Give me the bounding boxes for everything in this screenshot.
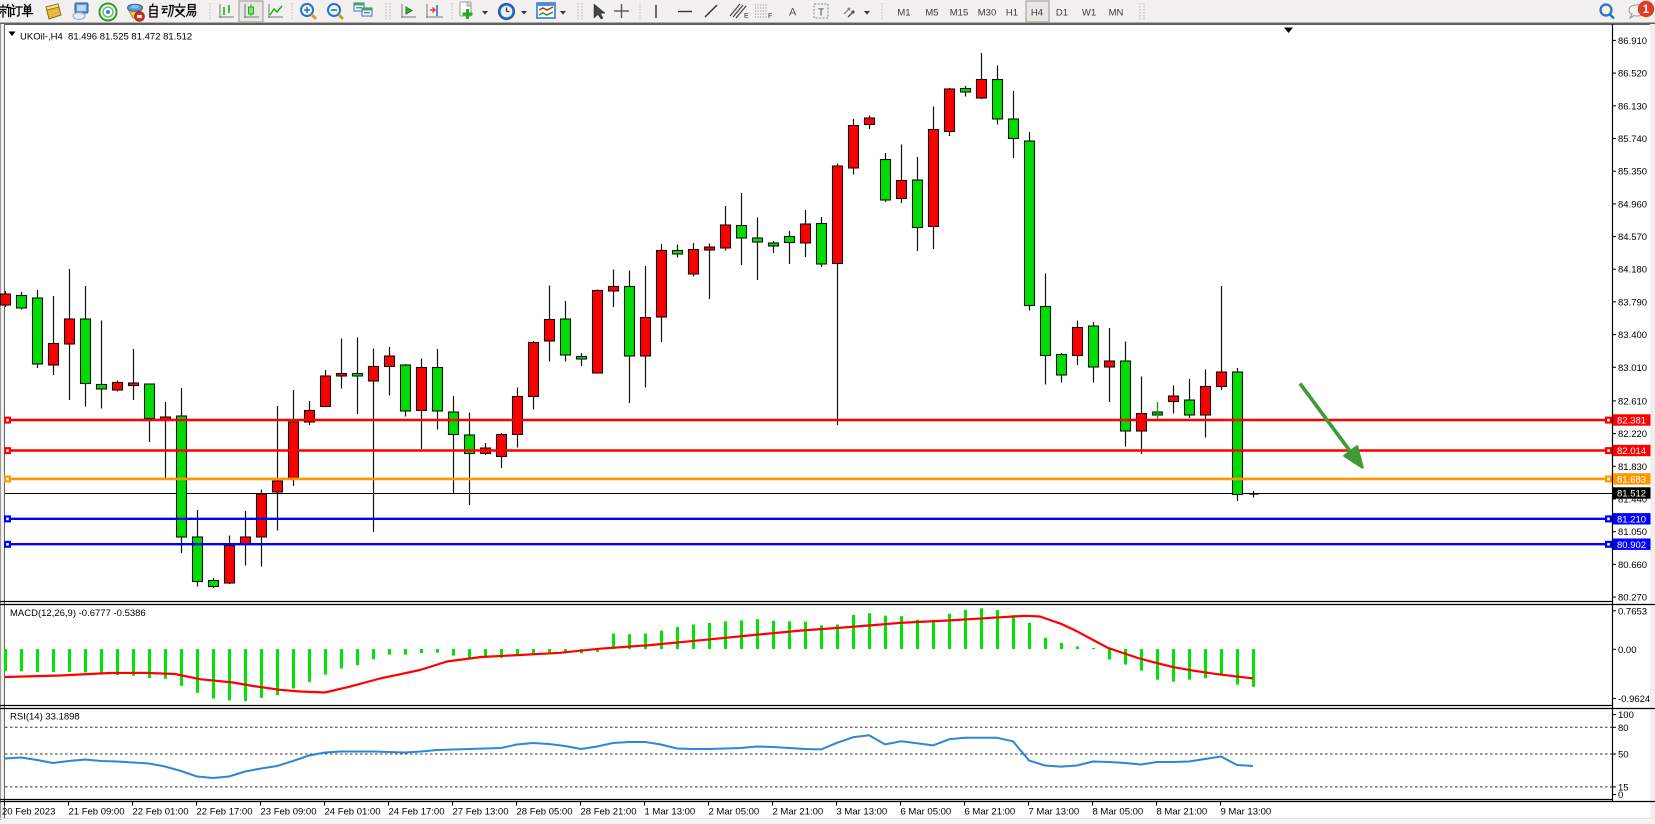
svg-text:83.400: 83.400 [1618, 330, 1647, 341]
svg-text:3 Mar 13:00: 3 Mar 13:00 [837, 807, 888, 818]
svg-text:0: 0 [1618, 790, 1623, 801]
svg-text:D1: D1 [1056, 8, 1068, 19]
svg-text:E: E [744, 13, 749, 20]
svg-text:81.512: 81.512 [1617, 489, 1646, 500]
svg-text:86.130: 86.130 [1618, 101, 1647, 112]
svg-text:80: 80 [1618, 723, 1629, 734]
svg-text:20 Feb 2023: 20 Feb 2023 [2, 807, 55, 818]
svg-text:22 Feb 17:00: 22 Feb 17:00 [197, 807, 253, 818]
svg-text:84.570: 84.570 [1618, 232, 1647, 243]
svg-text:27 Feb 13:00: 27 Feb 13:00 [453, 807, 509, 818]
svg-text:81.830: 81.830 [1618, 462, 1647, 473]
svg-text:H1: H1 [1006, 8, 1018, 19]
svg-text:81.683: 81.683 [1617, 475, 1646, 486]
svg-text:81.440: 81.440 [1618, 495, 1647, 506]
svg-text:24 Feb 01:00: 24 Feb 01:00 [325, 807, 381, 818]
svg-text:T: T [818, 8, 824, 19]
svg-text:UKOil-,H4 81.496 81.525 81.47: UKOil-,H4 81.496 81.525 81.472 81.512 [20, 32, 192, 43]
svg-text:21 Feb 09:00: 21 Feb 09:00 [69, 807, 125, 818]
svg-text:82.610: 82.610 [1618, 396, 1647, 407]
svg-text:85.350: 85.350 [1618, 167, 1647, 178]
svg-text:24 Feb 17:00: 24 Feb 17:00 [389, 807, 445, 818]
svg-text:80.902: 80.902 [1617, 540, 1646, 551]
svg-text:81.210: 81.210 [1617, 514, 1646, 525]
svg-text:23 Feb 09:00: 23 Feb 09:00 [261, 807, 317, 818]
svg-text:8 Mar 05:00: 8 Mar 05:00 [1093, 807, 1144, 818]
svg-text:82.381: 82.381 [1617, 416, 1646, 427]
svg-text:H4: H4 [1031, 8, 1043, 19]
svg-text:9 Mar 13:00: 9 Mar 13:00 [1221, 807, 1272, 818]
svg-text:W1: W1 [1082, 8, 1096, 19]
svg-text:50: 50 [1618, 750, 1629, 761]
svg-text:6 Mar 21:00: 6 Mar 21:00 [965, 807, 1016, 818]
svg-text:MN: MN [1109, 8, 1124, 19]
svg-text:M15: M15 [950, 8, 968, 19]
svg-text:2 Mar 05:00: 2 Mar 05:00 [709, 807, 760, 818]
svg-text:7 Mar 13:00: 7 Mar 13:00 [1029, 807, 1080, 818]
svg-text:0.00: 0.00 [1618, 645, 1637, 656]
svg-text:82.220: 82.220 [1618, 429, 1647, 440]
svg-text:M1: M1 [897, 8, 910, 19]
svg-text:1 Mar 13:00: 1 Mar 13:00 [645, 807, 696, 818]
svg-text:RSI(14) 33.1898: RSI(14) 33.1898 [10, 712, 80, 723]
svg-text:MACD(12,26,9) -0.6777 -0.5386: MACD(12,26,9) -0.6777 -0.5386 [10, 608, 146, 619]
svg-text:6 Mar 05:00: 6 Mar 05:00 [901, 807, 952, 818]
svg-text:84.960: 84.960 [1618, 199, 1647, 210]
svg-text:22 Feb 01:00: 22 Feb 01:00 [133, 807, 189, 818]
svg-text:-0.9624: -0.9624 [1618, 694, 1650, 705]
svg-text:80.660: 80.660 [1618, 560, 1647, 571]
svg-text:M30: M30 [978, 8, 996, 19]
svg-text:84.180: 84.180 [1618, 265, 1647, 276]
svg-text:86.910: 86.910 [1618, 36, 1647, 47]
svg-text:M5: M5 [925, 8, 938, 19]
svg-text:81.050: 81.050 [1618, 527, 1647, 538]
svg-text:80.270: 80.270 [1618, 593, 1647, 604]
svg-text:2 Mar 21:00: 2 Mar 21:00 [773, 807, 824, 818]
svg-text:100: 100 [1618, 710, 1634, 721]
svg-text:86.520: 86.520 [1618, 69, 1647, 80]
svg-text:82.014: 82.014 [1617, 446, 1646, 457]
svg-text:1: 1 [1643, 4, 1650, 16]
svg-text:A: A [789, 7, 797, 19]
svg-text:15: 15 [1618, 782, 1629, 793]
svg-text:83.010: 83.010 [1618, 363, 1647, 374]
svg-text:0.7653: 0.7653 [1618, 606, 1647, 617]
svg-text:28 Feb 05:00: 28 Feb 05:00 [517, 807, 573, 818]
svg-text:F: F [768, 13, 772, 20]
svg-text:83.790: 83.790 [1618, 297, 1647, 308]
svg-text:28 Feb 21:00: 28 Feb 21:00 [581, 807, 637, 818]
svg-text:85.740: 85.740 [1618, 134, 1647, 145]
svg-text:8 Mar 21:00: 8 Mar 21:00 [1157, 807, 1208, 818]
